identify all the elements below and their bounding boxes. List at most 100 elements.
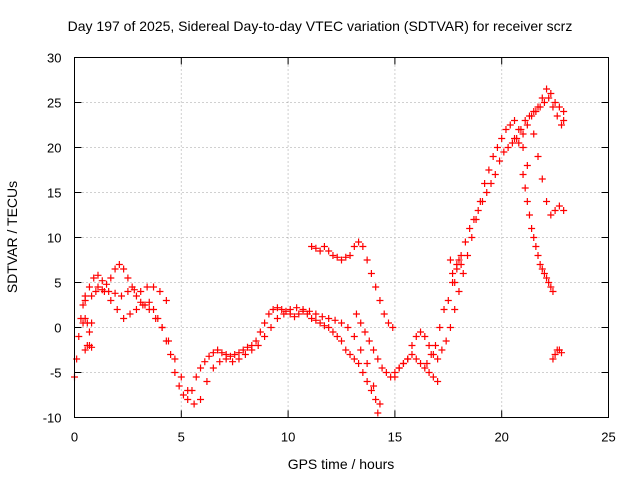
data-point — [88, 319, 96, 327]
data-point — [81, 297, 89, 304]
data-point — [370, 382, 378, 390]
data-point — [75, 333, 83, 340]
y-tick-label: 25 — [47, 96, 61, 111]
data-point — [331, 316, 339, 324]
data-point — [239, 346, 247, 354]
data-point — [442, 337, 450, 345]
data-point — [94, 283, 102, 291]
data-point — [519, 171, 527, 178]
data-point — [231, 351, 239, 358]
data-point — [92, 288, 100, 295]
series-arc-10 — [446, 256, 465, 286]
data-point — [438, 346, 446, 354]
data-point — [312, 244, 320, 252]
data-point — [254, 342, 262, 349]
data-point — [338, 256, 345, 264]
data-point — [357, 346, 365, 354]
data-point — [124, 288, 132, 295]
data-point — [320, 322, 328, 330]
data-point — [124, 274, 132, 282]
data-point — [201, 358, 209, 366]
data-point — [267, 324, 275, 331]
data-point — [209, 349, 217, 357]
y-tick-label: -5 — [50, 366, 62, 381]
data-point — [248, 346, 256, 354]
data-point — [399, 360, 407, 367]
axis-ticks — [74, 57, 609, 418]
data-point — [451, 306, 459, 313]
data-point — [158, 324, 166, 331]
data-point — [81, 346, 89, 354]
data-point — [412, 333, 420, 340]
data-point — [98, 277, 106, 285]
data-point — [333, 333, 341, 340]
data-point — [363, 360, 371, 367]
data-point — [132, 306, 140, 313]
data-point — [350, 243, 358, 250]
x-axis-title: GPS time / hours — [288, 456, 395, 472]
data-point — [90, 274, 98, 282]
data-point — [560, 207, 568, 214]
data-point — [338, 319, 345, 327]
data-point — [218, 349, 226, 357]
data-point — [346, 351, 354, 358]
data-point — [457, 252, 465, 259]
data-point — [412, 355, 420, 363]
data-point — [312, 310, 320, 318]
data-point — [308, 315, 316, 322]
data-point — [177, 373, 185, 381]
data-point — [457, 261, 465, 268]
data-point — [278, 306, 286, 313]
data-point — [498, 135, 506, 142]
data-point — [515, 139, 523, 147]
data-point — [229, 358, 237, 366]
series-arc-2 — [81, 283, 382, 417]
data-point — [318, 313, 326, 321]
series-arc-13 — [519, 171, 557, 295]
data-point — [372, 283, 380, 291]
data-point — [325, 324, 333, 331]
y-axis-title: SDTVAR / TECUs — [4, 181, 20, 293]
data-point — [98, 286, 106, 294]
data-point — [113, 306, 121, 313]
data-point — [502, 126, 510, 133]
data-point — [316, 319, 324, 327]
data-point — [436, 324, 444, 331]
data-point — [111, 289, 119, 297]
data-point — [493, 144, 501, 151]
data-point — [506, 121, 514, 129]
data-point — [528, 225, 536, 232]
data-point — [485, 166, 493, 174]
data-point — [305, 307, 313, 315]
data-point — [560, 117, 568, 124]
data-point — [555, 103, 563, 111]
data-point — [81, 315, 89, 322]
data-point — [444, 297, 452, 304]
data-point — [103, 280, 111, 288]
data-point — [536, 261, 544, 268]
data-point — [111, 265, 119, 273]
data-point — [491, 171, 499, 178]
data-point — [346, 252, 354, 259]
data-point — [156, 288, 164, 295]
data-point — [496, 157, 504, 165]
data-point — [446, 324, 454, 331]
data-point — [359, 369, 367, 376]
data-point — [540, 99, 548, 106]
data-point — [543, 274, 551, 282]
series-arc-11 — [511, 94, 568, 147]
data-point — [329, 252, 337, 259]
data-point — [421, 364, 429, 372]
series-arc-14 — [549, 346, 566, 363]
data-point — [85, 283, 93, 291]
data-point — [519, 144, 527, 151]
data-point — [342, 346, 350, 354]
data-point — [222, 355, 230, 363]
data-point — [107, 297, 115, 304]
data-point — [553, 112, 561, 120]
data-point — [94, 271, 102, 279]
data-point — [367, 387, 375, 394]
data-point — [404, 355, 412, 363]
data-point — [164, 337, 172, 345]
data-point — [363, 256, 371, 264]
